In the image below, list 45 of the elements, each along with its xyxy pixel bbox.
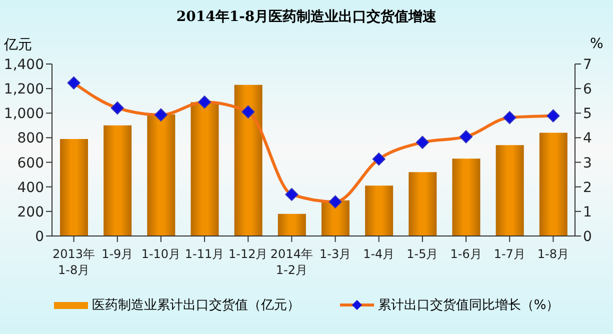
y2-tick-label: 5 [583,106,592,122]
x-tick-label: 2013年 1-8月 [52,247,96,277]
legend-label: 累计出口交货值同比增长（%） [378,297,560,314]
y-tick-label: 200 [17,204,44,220]
bar [365,186,394,236]
x-tick-label: 1-8月 [537,247,570,261]
y-tick-label: 1,400 [4,56,44,73]
bar [496,145,524,236]
x-tick-label: 1-10月 [141,247,181,261]
x-tick-label: 1-4月 [363,247,395,261]
x-tick-label: 1-9月 [102,247,134,261]
y2-tick-label: 6 [583,82,592,98]
y-tick-label: 0 [35,228,44,245]
bar [452,158,480,236]
x-tick-label: 1-12月 [228,247,268,261]
y2-tick-label: 7 [583,56,592,73]
y2-tick-label: 0 [583,228,592,245]
bar [190,102,219,236]
legend-label: 医药制造业累计出口交货值（亿元） [92,297,300,314]
y-tick-label: 1,000 [4,106,44,122]
y-axis-title: 亿元 [4,36,32,54]
bar [234,84,262,236]
y2-tick-label: 4 [583,130,592,147]
y2-tick-label: 3 [583,155,592,172]
y2-axis-title: % [590,36,604,52]
y-tick-label: 800 [17,130,44,147]
x-tick-label: 1-11月 [184,247,224,261]
chart-title: 2014年1-8月医药制造业出口交货值增速 [175,8,438,26]
x-tick-label: 1-5月 [406,247,438,261]
x-tick-label: 2014年 1-2月 [270,247,313,277]
bar [322,200,350,236]
bar [539,132,568,236]
y2-tick-label: 1 [583,204,592,220]
bar [278,214,306,236]
bar [104,125,132,236]
y-tick-label: 600 [17,155,44,172]
y-tick-label: 1,200 [4,82,44,98]
bar [147,114,176,236]
y2-tick-label: 2 [583,180,592,196]
x-tick-label: 1-6月 [450,247,482,261]
bar [60,138,88,236]
x-tick-label: 1-7月 [494,247,526,261]
bar [408,172,437,236]
x-tick-label: 1-3月 [319,247,352,261]
y-tick-label: 400 [17,180,44,196]
